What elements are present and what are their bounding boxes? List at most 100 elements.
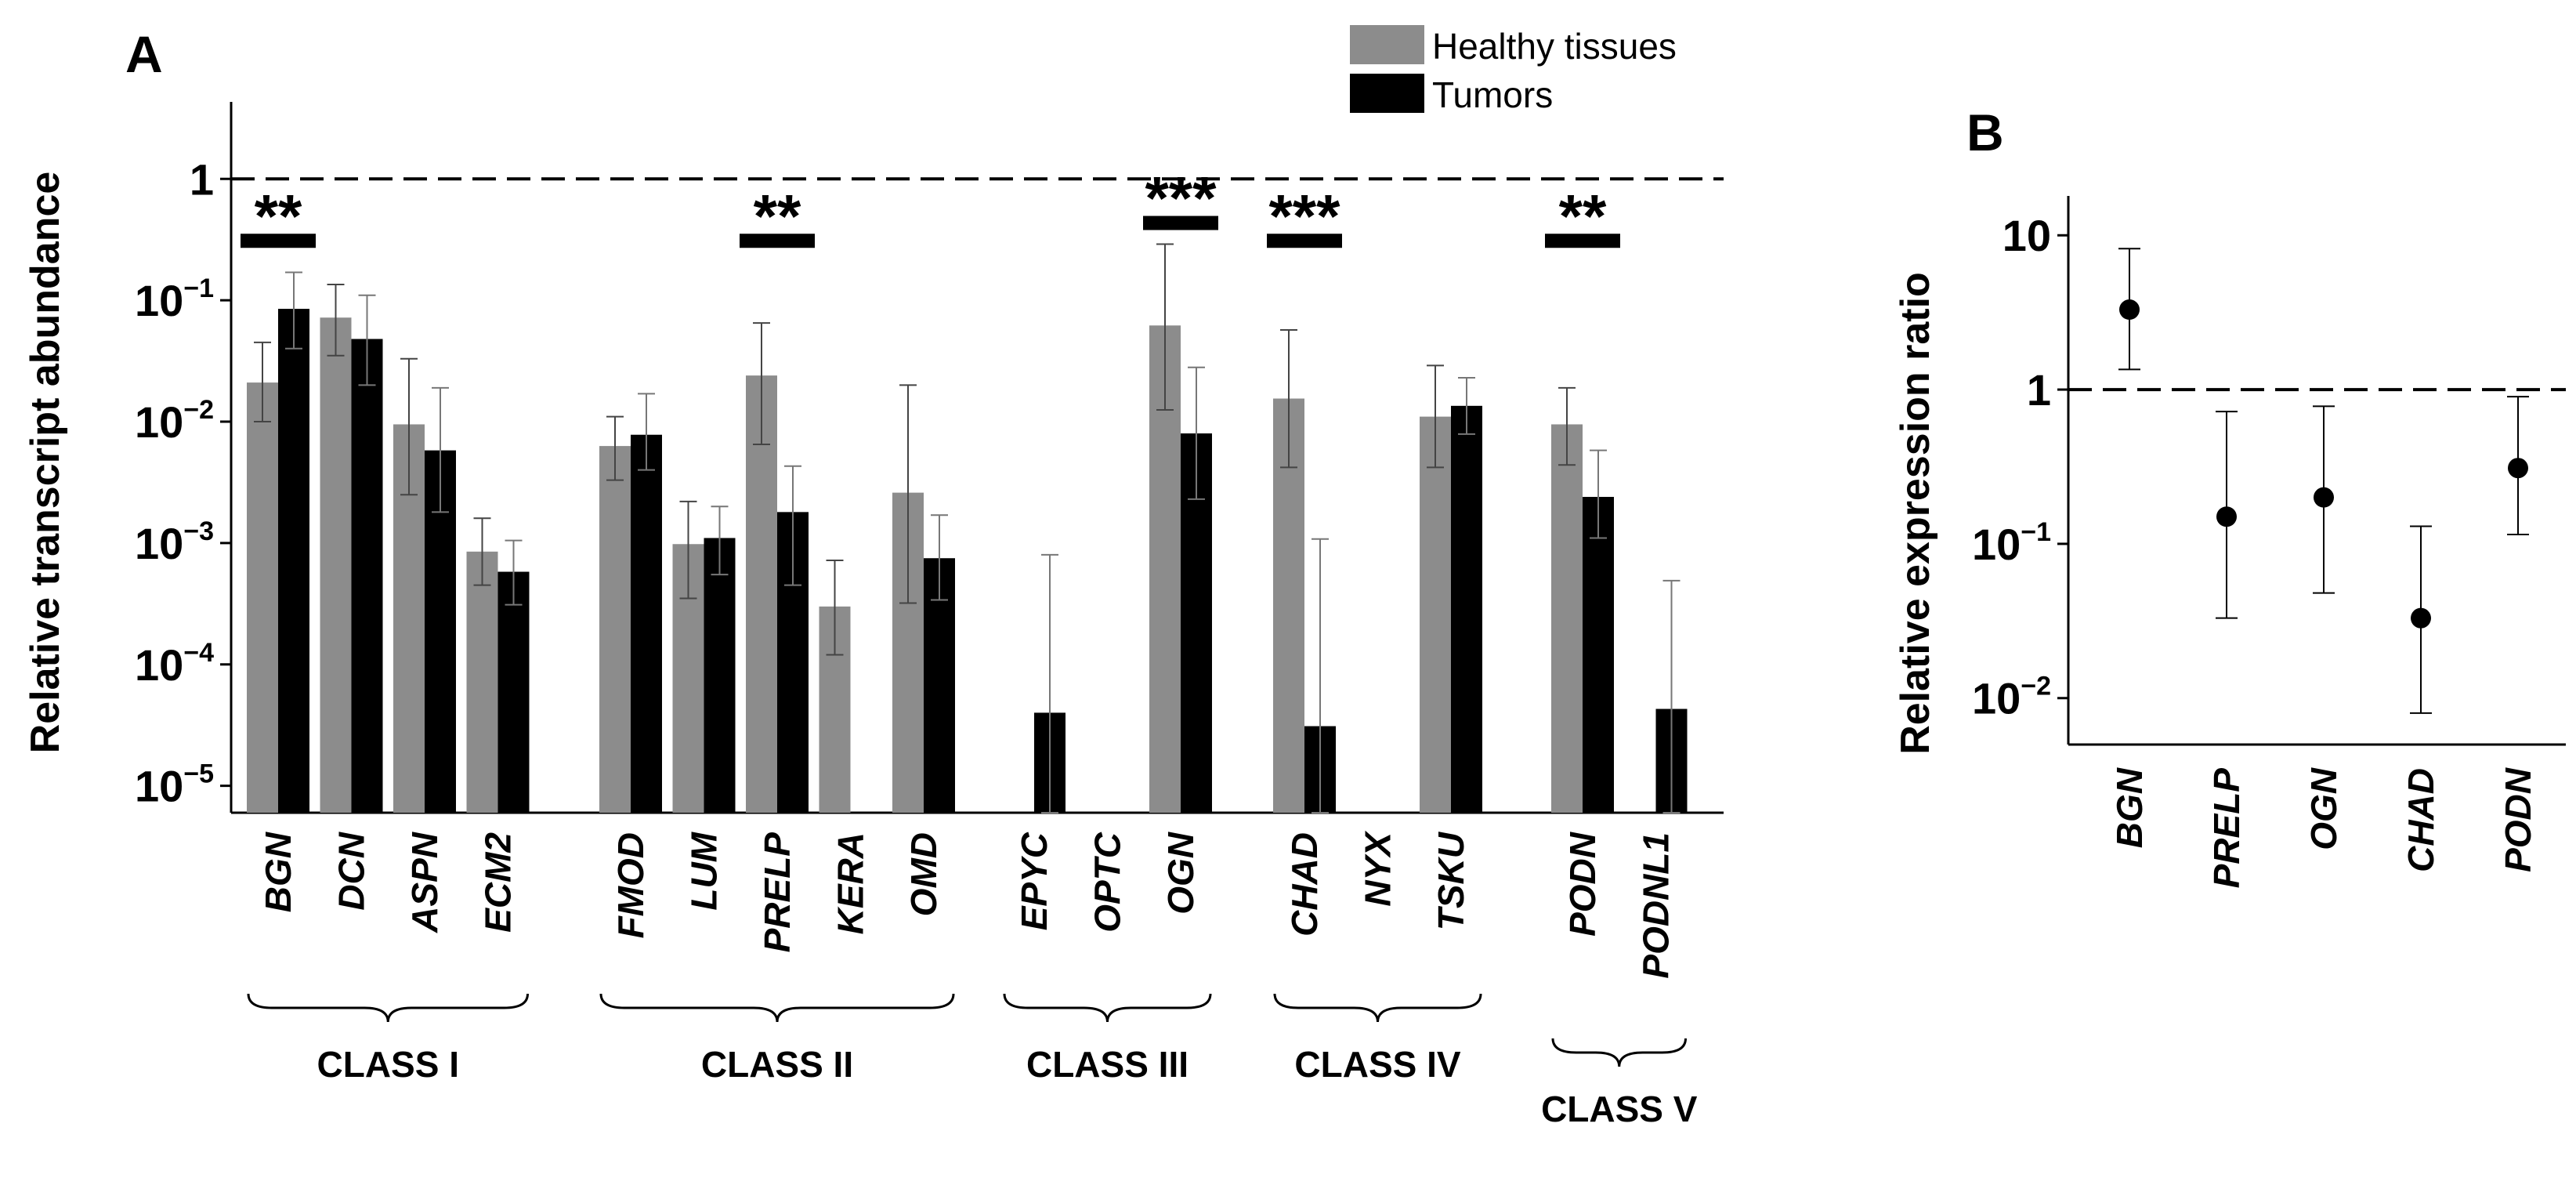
ratio-point <box>2411 607 2431 629</box>
healthy-bar <box>247 382 278 813</box>
class-brace <box>1003 993 1212 1023</box>
tumor-bar <box>704 538 736 813</box>
gene-label: PODN <box>2498 767 2538 872</box>
y-tick-label: 10−2 <box>1972 672 2051 723</box>
gene-label: PRELP <box>2206 768 2247 889</box>
healthy-bar <box>1420 416 1451 813</box>
class-label: CLASS IV <box>1294 1044 1460 1085</box>
ratio-point-3: OGN <box>2303 405 2344 850</box>
healthy-bar <box>599 446 631 813</box>
y-tick-label-base: 10 <box>135 276 183 325</box>
significance-bar <box>1267 234 1342 248</box>
significance-bar <box>1545 234 1620 248</box>
gene-label: ASPN <box>404 832 445 933</box>
gene-label: EPYC <box>1014 832 1055 930</box>
y-tick-label-base: 10 <box>135 397 183 447</box>
group-4: *** CHAD NYX TSKU CLASS IV <box>1267 181 1482 1085</box>
y-tick-label: 10−3 <box>135 516 214 568</box>
y-tick-label-base: 10 <box>2003 211 2051 260</box>
class-brace <box>247 993 529 1023</box>
gene-label: OGN <box>1160 832 1201 915</box>
significance-bar <box>740 234 815 248</box>
y-tick-label-base: 10 <box>135 640 183 690</box>
y-tick-label-base: 1 <box>190 154 214 204</box>
y-tick-label-base: 10 <box>135 762 183 811</box>
ratio-point-5: PODN <box>2498 396 2538 872</box>
class-label: CLASS I <box>317 1044 459 1085</box>
significance-stars: ** <box>754 181 801 250</box>
y-tick-label-exponent: −4 <box>183 638 214 668</box>
y-tick-label: 10−2 <box>135 395 214 447</box>
gene-label: OPTC <box>1087 832 1128 933</box>
healthy-bar <box>746 375 777 813</box>
significance-stars: ** <box>255 181 302 250</box>
group-1: ** BGN DCN ASPN ECM2 CLASS I <box>241 181 530 1085</box>
gene-label: PODNL1 <box>1636 832 1677 979</box>
panel-a-letter: A <box>125 25 163 83</box>
y-axis-label: Relative expression ratio <box>1893 272 1938 755</box>
gene-label: BGN <box>258 832 298 912</box>
significance-bar <box>1143 216 1218 230</box>
panel-b-letter: B <box>1966 103 2004 161</box>
ratio-point <box>2119 299 2140 321</box>
ratio-point-2: PRELP <box>2206 411 2247 888</box>
y-tick-label: 1 <box>2027 365 2051 415</box>
y-tick-label: 10 <box>2003 211 2051 260</box>
y-tick-label-exponent: −3 <box>183 516 214 546</box>
group-3: EPYC OPTC *** OGN CLASS III <box>1003 164 1218 1085</box>
class-label: CLASS V <box>1541 1089 1698 1129</box>
y-tick-label: 10−5 <box>135 759 214 811</box>
ratio-point <box>2508 458 2528 479</box>
legend-swatch <box>1350 74 1424 113</box>
y-tick-label-base: 1 <box>2027 365 2051 415</box>
legend: Healthy tissues Tumors <box>1350 25 1677 115</box>
legend-label: Healthy tissues <box>1432 26 1677 67</box>
gene-label: PRELP <box>757 832 798 953</box>
gene-label: KERA <box>830 832 871 934</box>
gene-label: TSKU <box>1431 831 1471 930</box>
gene-label: CHAD <box>2401 768 2441 872</box>
tumor-bar <box>631 434 662 813</box>
panel-a-bar-chart: Relative transcript abundance 110−110−210… <box>23 25 1724 1129</box>
y-tick-label: 1 <box>190 154 214 204</box>
significance-stars: ** <box>1559 181 1607 250</box>
tumor-bar <box>1451 405 1482 813</box>
y-tick-label-base: 10 <box>1972 674 2021 723</box>
significance-stars: *** <box>1268 181 1340 250</box>
healthy-bar <box>1551 424 1583 813</box>
y-tick-label-exponent: −1 <box>2021 517 2051 547</box>
significance-bar <box>241 234 316 248</box>
ratio-point-1: BGN <box>2109 248 2150 848</box>
y-tick-label-base: 10 <box>1972 520 2021 569</box>
y-tick-label: 10−4 <box>135 638 214 690</box>
group-5: ** PODN PODNL1 CLASS V <box>1541 181 1698 1129</box>
tumor-bar <box>497 571 530 813</box>
gene-label: CHAD <box>1284 832 1325 937</box>
ratio-point-4: CHAD <box>2401 525 2441 872</box>
legend-label: Tumors <box>1432 74 1553 115</box>
gene-label: BGN <box>2109 767 2150 848</box>
tumor-bar <box>1583 497 1614 813</box>
legend-swatch <box>1350 25 1424 64</box>
y-tick-label-base: 10 <box>135 519 183 568</box>
y-tick-label: 10−1 <box>1972 517 2051 569</box>
class-label: CLASS III <box>1026 1044 1189 1085</box>
gene-label: OGN <box>2303 767 2344 850</box>
ratio-point <box>2314 487 2334 508</box>
tumor-bar <box>278 309 309 813</box>
gene-label: DCN <box>331 832 372 910</box>
y-tick-label-exponent: −2 <box>183 395 214 425</box>
gene-label: LUM <box>684 831 725 910</box>
class-brace <box>599 993 955 1023</box>
class-brace <box>1273 993 1482 1023</box>
gene-label: ECM2 <box>478 832 519 933</box>
gene-label: OMD <box>903 832 944 916</box>
gene-label: FMOD <box>610 832 651 938</box>
ratio-point <box>2216 506 2237 527</box>
tumor-bar <box>351 339 383 813</box>
significance-stars: *** <box>1145 164 1217 233</box>
y-axis-label: Relative transcript abundance <box>23 172 68 754</box>
